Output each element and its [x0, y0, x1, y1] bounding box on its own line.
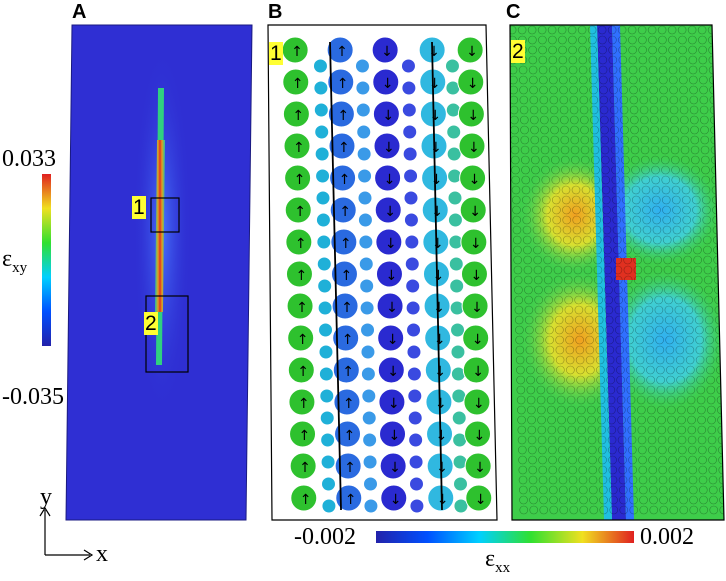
- bottom-colorbar-max-label: 0.002: [640, 524, 694, 550]
- bottom-colorbar-min-label: -0.002: [294, 524, 356, 550]
- bottom-colorbar-symbol-exx: εxx: [485, 546, 510, 581]
